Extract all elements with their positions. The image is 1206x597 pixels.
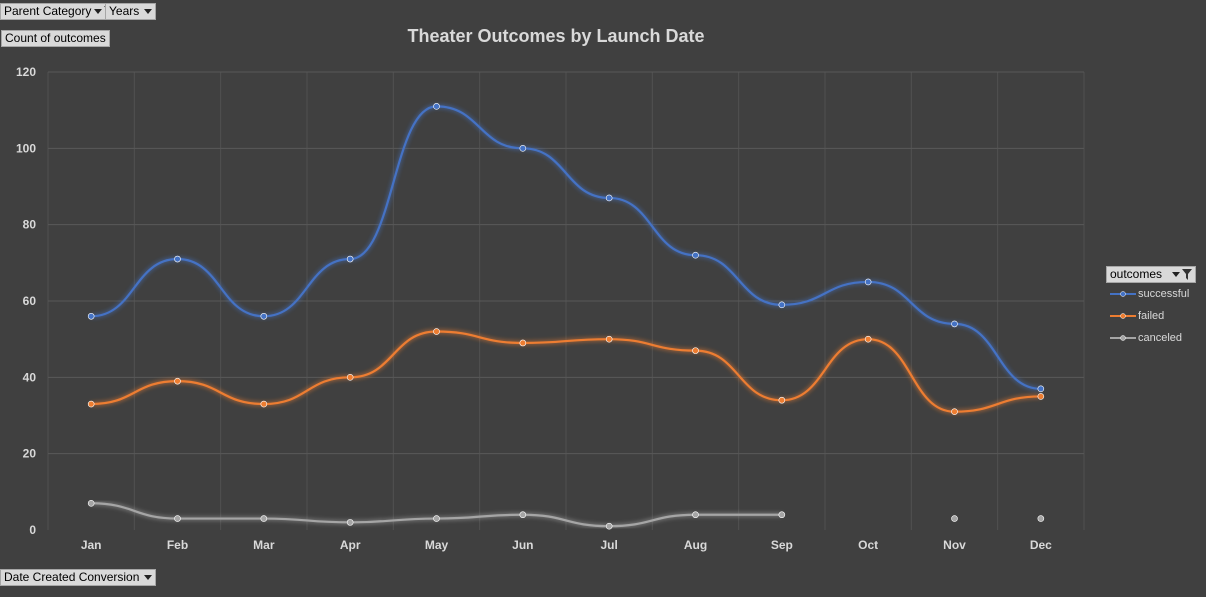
grid-lines <box>47 71 1085 530</box>
x-tick-label: Mar <box>253 538 275 552</box>
legend-marker-icon <box>1110 335 1136 341</box>
axis-field-label: Date Created Conversion <box>4 570 140 584</box>
outcomes-filter[interactable]: outcomes <box>1106 266 1196 283</box>
series-line-failed <box>91 330 1041 413</box>
data-point-failed[interactable] <box>260 400 268 408</box>
value-field-label: Count of outcomes <box>5 31 106 45</box>
data-point-failed[interactable] <box>174 377 181 385</box>
legend-marker-icon <box>1110 291 1136 297</box>
y-tick-label: 60 <box>23 294 37 308</box>
legend-item-successful[interactable]: successful <box>1110 283 1196 305</box>
legend-marker-icon <box>1110 313 1136 319</box>
data-point-canceled[interactable] <box>346 519 354 526</box>
data-point-canceled[interactable] <box>1037 515 1045 522</box>
data-point-successful[interactable] <box>951 320 958 328</box>
data-point-failed[interactable] <box>951 408 958 415</box>
data-point-canceled[interactable] <box>605 522 613 530</box>
y-tick-label: 100 <box>16 141 36 155</box>
series-successful <box>87 103 1045 393</box>
series-lines <box>87 103 1045 530</box>
x-tick-label: Jul <box>600 538 617 552</box>
data-point-canceled[interactable] <box>260 515 268 522</box>
data-point-failed[interactable] <box>692 347 699 354</box>
data-point-successful[interactable] <box>864 278 872 286</box>
dropdown-arrow-icon <box>1172 272 1180 277</box>
outcomes-label: outcomes <box>1110 267 1163 281</box>
data-point-canceled[interactable] <box>519 511 527 519</box>
y-tick-label: 80 <box>23 218 37 232</box>
x-tick-label: Jun <box>512 538 533 552</box>
axis-field-button[interactable]: Date Created Conversion <box>0 569 157 586</box>
x-tick-label: Dec <box>1030 538 1052 552</box>
data-point-successful[interactable] <box>433 103 440 110</box>
data-point-successful[interactable] <box>1037 385 1045 393</box>
legend-label: successful <box>1138 288 1190 300</box>
data-point-canceled[interactable] <box>87 499 95 507</box>
chart-title: Theater Outcomes by Launch Date <box>407 26 704 46</box>
x-tick-label: Feb <box>167 538 188 552</box>
x-axis: Jan Feb Mar Apr May Jun Jul Aug Sep Oct Nov Dec <box>81 538 1052 552</box>
data-point-successful[interactable] <box>692 251 699 259</box>
value-field-button[interactable]: Count of outcomes <box>1 30 110 47</box>
filter-icon <box>1182 269 1192 280</box>
series-failed <box>87 328 1045 415</box>
data-point-canceled[interactable] <box>433 515 440 522</box>
x-tick-label: Nov <box>943 538 966 552</box>
data-point-canceled[interactable] <box>778 511 786 519</box>
data-point-successful[interactable] <box>87 312 95 320</box>
series-line-successful <box>91 105 1041 390</box>
data-point-failed[interactable] <box>778 396 786 404</box>
data-point-canceled[interactable] <box>174 515 181 522</box>
data-point-failed[interactable] <box>605 335 613 343</box>
x-tick-label: Aug <box>684 538 707 552</box>
data-point-successful[interactable] <box>519 145 527 152</box>
data-point-successful[interactable] <box>174 255 181 263</box>
y-tick-label: 120 <box>16 65 36 79</box>
y-tick-label: 20 <box>23 447 37 461</box>
x-tick-label: Sep <box>771 538 793 552</box>
legend-item-canceled[interactable]: canceled <box>1110 327 1196 349</box>
legend: outcomes successful failed canceled <box>1106 266 1196 349</box>
data-point-canceled[interactable] <box>951 515 958 522</box>
y-tick-label: 0 <box>29 523 36 537</box>
dropdown-arrow-icon <box>144 575 153 580</box>
years-filter[interactable]: Years <box>105 3 157 20</box>
data-point-successful[interactable] <box>346 255 354 263</box>
x-tick-label: Oct <box>858 538 878 552</box>
x-tick-label: Jan <box>81 538 102 552</box>
data-point-failed[interactable] <box>864 335 872 343</box>
dropdown-arrow-icon <box>94 9 103 14</box>
y-tick-label: 40 <box>23 370 37 384</box>
x-tick-label: Apr <box>340 538 361 552</box>
data-point-successful[interactable] <box>605 194 613 202</box>
y-axis: 0 20 40 60 80 100 120 <box>16 65 36 537</box>
legend-item-failed[interactable]: failed <box>1110 305 1196 327</box>
data-point-failed[interactable] <box>519 339 527 347</box>
x-tick-label: May <box>425 538 449 552</box>
data-point-failed[interactable] <box>87 400 95 408</box>
years-label: Years <box>109 4 140 18</box>
data-point-successful[interactable] <box>778 301 786 309</box>
parent-category-label: Parent Category <box>4 4 92 18</box>
dropdown-arrow-icon <box>144 9 153 14</box>
data-point-failed[interactable] <box>1037 393 1045 400</box>
series-canceled <box>87 499 1045 530</box>
legend-label: canceled <box>1138 332 1183 344</box>
data-point-successful[interactable] <box>260 312 268 320</box>
legend-label: failed <box>1138 310 1165 322</box>
data-point-failed[interactable] <box>433 328 440 335</box>
data-point-failed[interactable] <box>346 374 354 381</box>
data-point-canceled[interactable] <box>692 511 699 519</box>
series-line-canceled <box>91 502 782 528</box>
